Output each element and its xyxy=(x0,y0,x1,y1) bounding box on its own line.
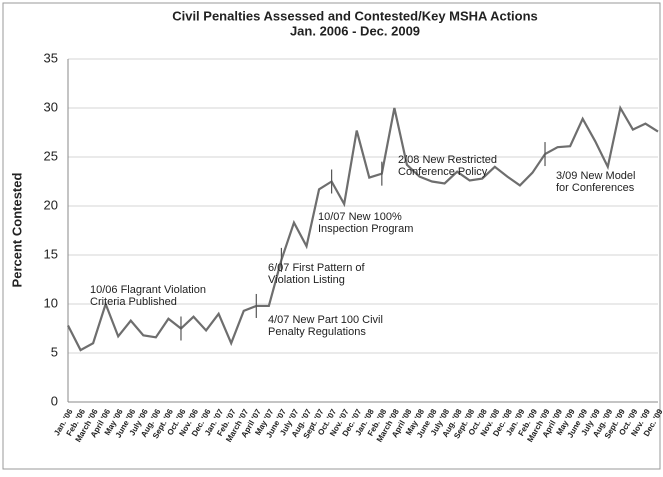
annotation-text: for Conferences xyxy=(556,182,635,194)
y-tick-label: 5 xyxy=(51,344,58,359)
y-tick-label: 0 xyxy=(51,393,58,408)
annotation-text: Criteria Published xyxy=(90,296,177,308)
annotation-text: 4/07 New Part 100 Civil xyxy=(268,314,383,326)
annotation-text: Violation Listing xyxy=(268,274,345,286)
annotation-text: Conference Policy xyxy=(398,166,488,178)
annotation-text: 2/08 New Restricted xyxy=(398,154,497,166)
y-tick-label: 15 xyxy=(44,246,58,261)
chart-subtitle: Jan. 2006 - Dec. 2009 xyxy=(290,23,420,38)
annotation-text: Inspection Program xyxy=(318,223,413,235)
annotation-text: Penalty Regulations xyxy=(268,326,366,338)
y-axis-label: Percent Contested xyxy=(9,173,24,288)
chart-border xyxy=(2,2,661,470)
annotation-text: 6/07 First Pattern of xyxy=(268,262,366,274)
annotation-text: 10/07 New 100% xyxy=(318,211,402,223)
y-tick-label: 30 xyxy=(44,99,58,114)
annotation-text: 10/06 Flagrant Violation xyxy=(90,284,206,296)
y-tick-label: 35 xyxy=(44,50,58,65)
chart-title: Civil Penalties Assessed and Contested/K… xyxy=(172,8,538,23)
y-tick-label: 20 xyxy=(44,197,58,212)
annotation-text: 3/09 New Model xyxy=(556,170,636,182)
y-tick-label: 25 xyxy=(44,148,58,163)
y-tick-label: 10 xyxy=(44,295,58,310)
data-line xyxy=(67,104,659,352)
